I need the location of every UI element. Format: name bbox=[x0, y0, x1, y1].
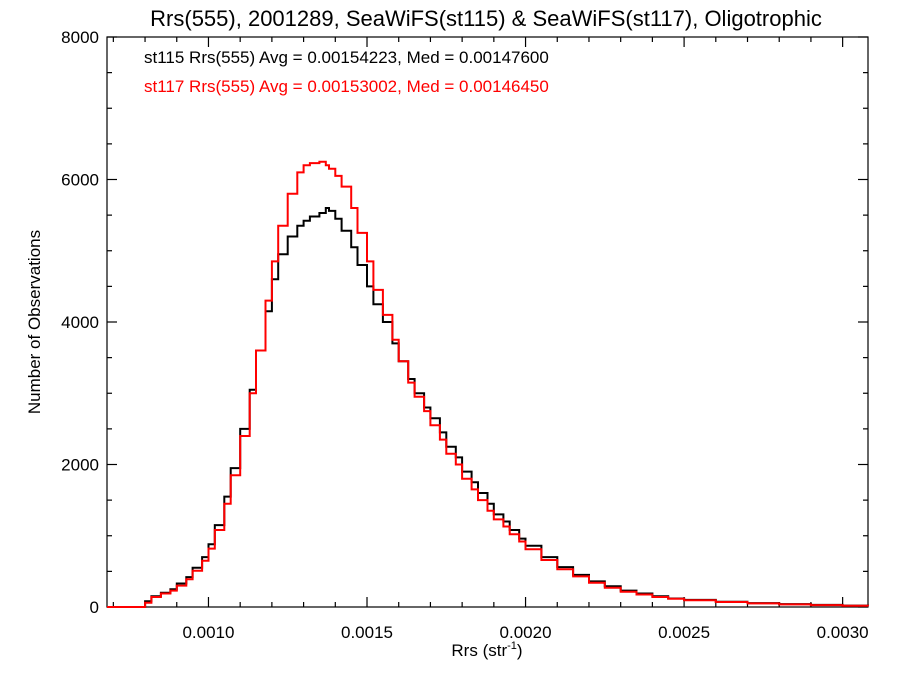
x-axis-label-superscript: -1 bbox=[507, 640, 517, 652]
series-layer bbox=[107, 160, 869, 608]
x-tick-label: 0.0025 bbox=[658, 623, 710, 642]
axis-ticks: 0.0010 0.0015 0.0020 0.0025 0.0030 0 2000 4000 6… bbox=[61, 28, 868, 642]
plot-frame bbox=[106, 36, 869, 608]
x-tick-label: 0.0030 bbox=[817, 623, 869, 642]
y-axis-label: Number of Observations bbox=[25, 230, 44, 414]
x-axis-label: Rrs (str-1) bbox=[451, 640, 522, 660]
y-tick-label: 6000 bbox=[61, 171, 99, 190]
y-tick-label: 4000 bbox=[61, 313, 99, 332]
legend-st115: st115 Rrs(555) Avg = 0.00154223, Med = 0… bbox=[144, 48, 549, 67]
x-tick-label: 0.0020 bbox=[500, 623, 552, 642]
chart-title: Rrs(555), 2001289, SeaWiFS(st115) & SeaW… bbox=[150, 6, 822, 31]
x-tick-label: 0.0010 bbox=[182, 623, 234, 642]
x-tick-label: 0.0015 bbox=[341, 623, 393, 642]
series-line-st117 bbox=[107, 160, 869, 608]
legend-st117: st117 Rrs(555) Avg = 0.00153002, Med = 0… bbox=[144, 77, 549, 96]
series-line-st115 bbox=[107, 207, 869, 608]
y-tick-label: 2000 bbox=[61, 456, 99, 475]
y-tick-label: 0 bbox=[90, 598, 99, 617]
y-tick-label: 8000 bbox=[61, 28, 99, 47]
